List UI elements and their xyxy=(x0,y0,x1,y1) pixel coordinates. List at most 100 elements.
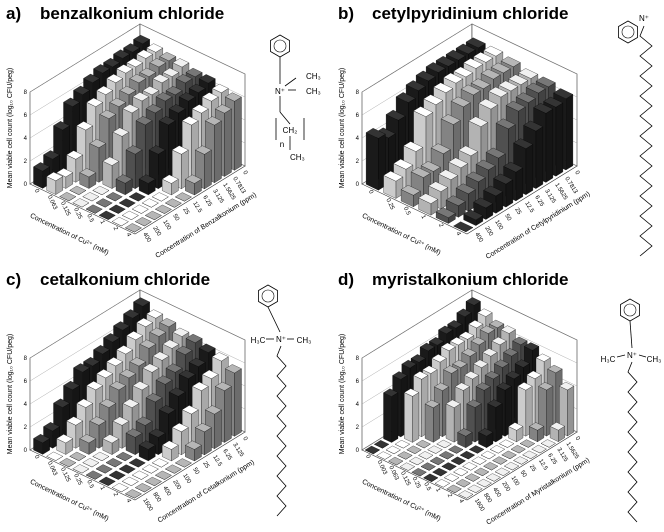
bar xyxy=(141,198,159,208)
bar xyxy=(69,451,87,461)
bar-top xyxy=(453,221,474,232)
bar-top xyxy=(123,309,141,319)
bar-top xyxy=(503,348,519,357)
ring-bond xyxy=(273,39,287,53)
bar-top xyxy=(458,490,474,499)
bar xyxy=(400,185,421,208)
z-axis-label: Mean viable cell count (log₁₀ CFU/peg) xyxy=(7,68,14,188)
bar-top xyxy=(178,92,196,102)
bar-top xyxy=(401,359,417,369)
bar-top xyxy=(523,120,544,132)
bar-side xyxy=(214,409,222,449)
bar-top xyxy=(108,470,126,480)
bar xyxy=(365,128,386,191)
bar-top xyxy=(102,156,120,166)
bar xyxy=(98,210,116,220)
bar-top xyxy=(460,84,481,96)
bar-top xyxy=(119,369,137,379)
panel-title: myristalkonium chloride xyxy=(372,270,569,289)
bar-top xyxy=(178,369,196,379)
bar-top xyxy=(171,422,189,432)
y-tick-label: 200 xyxy=(171,479,182,491)
x-tick-label: 0.25 xyxy=(72,473,83,487)
bar-top xyxy=(171,145,189,155)
bar-top xyxy=(493,359,510,368)
bar-top xyxy=(146,43,164,53)
bar xyxy=(503,461,520,471)
bar xyxy=(463,209,484,226)
bar-top xyxy=(174,458,192,468)
bar xyxy=(510,445,526,454)
bar-top xyxy=(224,364,242,374)
bar-top xyxy=(82,458,100,468)
benzene-ring xyxy=(620,298,640,322)
bar-top xyxy=(165,363,183,373)
bar-top xyxy=(145,393,163,403)
y-tick-label: 6.25 xyxy=(546,453,558,467)
bar xyxy=(531,444,547,454)
bar xyxy=(519,439,536,448)
bar-top xyxy=(478,98,499,110)
z-tick-label: 6 xyxy=(356,379,360,385)
bar-top xyxy=(385,109,406,121)
bar xyxy=(397,451,413,460)
bar xyxy=(394,440,411,449)
bar xyxy=(403,388,420,443)
bar xyxy=(376,451,392,460)
y-tick-label: 50 xyxy=(503,213,512,222)
bar-top xyxy=(519,439,536,448)
bar xyxy=(459,450,476,460)
bar-top xyxy=(449,337,466,346)
bar-top xyxy=(458,331,475,340)
bar-top xyxy=(46,171,64,181)
bar-top xyxy=(121,476,139,486)
bar-top xyxy=(458,145,479,157)
y-tick-label: 25 xyxy=(181,207,190,216)
y-tick-label: 100 xyxy=(493,219,504,231)
bar xyxy=(383,170,404,199)
alkyl-chain xyxy=(276,345,287,517)
panel: b) cetylpyridinium chloride 0 2 4 6 8 Mean viab… xyxy=(338,4,653,261)
bar xyxy=(102,156,120,189)
bar-top xyxy=(498,80,519,92)
bar-top xyxy=(53,398,71,408)
bar-top xyxy=(122,104,140,114)
bar-top xyxy=(135,116,153,126)
bar-top xyxy=(93,345,111,355)
bar-top xyxy=(175,345,193,355)
z-tick-label: 8 xyxy=(24,356,28,362)
bar-top xyxy=(69,451,87,461)
bar xyxy=(513,456,529,465)
bar-top xyxy=(132,381,150,391)
bar xyxy=(105,458,123,468)
bar-top xyxy=(500,325,516,334)
bar-top xyxy=(434,479,451,488)
bar-top xyxy=(102,434,120,444)
y-tick-label: 1600 xyxy=(141,498,154,513)
atom-label: N⁺ xyxy=(639,14,649,23)
bar xyxy=(436,439,452,449)
bar xyxy=(128,458,146,468)
bar-top xyxy=(456,308,472,317)
bar-top xyxy=(164,198,182,208)
bar-top xyxy=(53,121,71,131)
bar-top xyxy=(103,58,121,68)
bar-top xyxy=(448,445,464,454)
bar-top xyxy=(139,67,157,77)
bar xyxy=(420,462,436,471)
bar xyxy=(161,174,179,196)
bar-side xyxy=(404,392,413,443)
bar-top xyxy=(119,85,137,95)
bar xyxy=(489,445,506,454)
bar xyxy=(134,217,152,227)
bar-top xyxy=(438,169,459,180)
bar-top xyxy=(438,451,455,460)
bar-top xyxy=(116,64,134,74)
bar-top xyxy=(198,343,216,353)
bar-top xyxy=(92,451,110,461)
bar-side xyxy=(505,179,514,208)
x-tick-label: 0.25 xyxy=(384,198,395,212)
bar-top xyxy=(385,445,401,454)
z-tick-label: 4 xyxy=(24,402,28,408)
bar-top xyxy=(457,428,473,437)
